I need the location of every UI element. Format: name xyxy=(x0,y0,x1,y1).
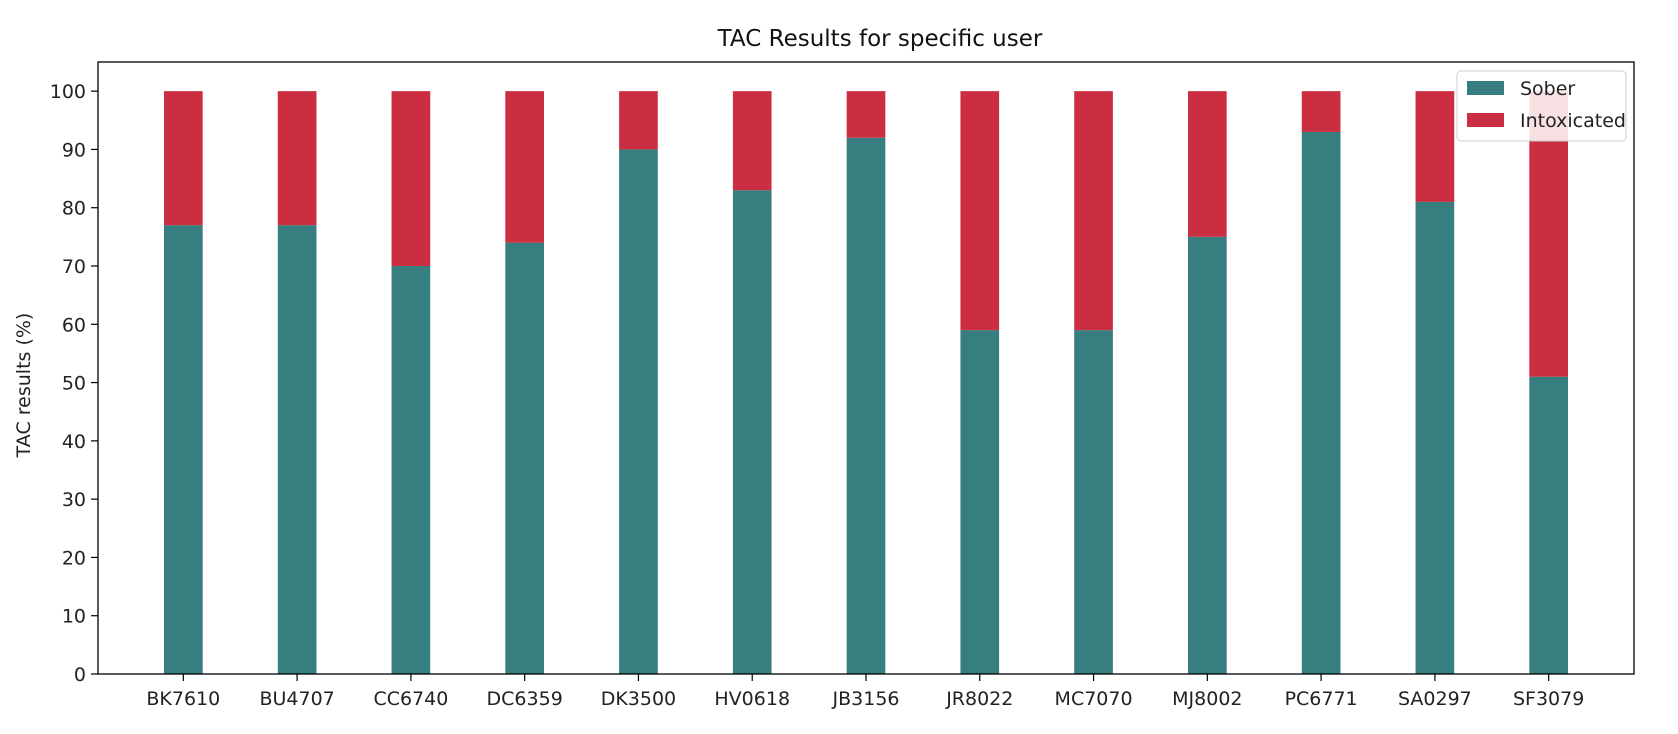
bar-intoxicated-dk3500 xyxy=(619,91,658,150)
y-tick-label: 10 xyxy=(62,606,86,628)
x-tick-label: DK3500 xyxy=(601,688,676,710)
x-tick-label: MJ8002 xyxy=(1172,688,1242,710)
y-tick-label: 0 xyxy=(74,664,86,686)
legend-swatch-sober xyxy=(1467,81,1504,95)
bar-sober-bu4707 xyxy=(277,225,317,674)
bar-intoxicated-cc6740 xyxy=(391,91,431,266)
legend-label-sober: Sober xyxy=(1520,78,1575,100)
y-tick-label: 80 xyxy=(62,198,86,220)
x-tick-label: BU4707 xyxy=(259,688,334,710)
bar-intoxicated-mj8002 xyxy=(1187,91,1227,237)
y-tick-label: 60 xyxy=(62,314,86,336)
bar-intoxicated-jr8022 xyxy=(960,91,1000,331)
bar-intoxicated-pc6771 xyxy=(1301,91,1341,132)
y-tick-label: 30 xyxy=(62,489,86,511)
x-tick-label: SF3079 xyxy=(1513,688,1584,710)
bar-sober-sf3079 xyxy=(1529,376,1568,674)
x-axis-ticks: BK7610 BU4707 CC6740 DC6359 DK3500 HV0618 JB31… xyxy=(146,674,1584,710)
bar-sober-mc7070 xyxy=(1074,330,1113,674)
x-tick-label: DC6359 xyxy=(487,688,563,710)
bar-sober-jb3156 xyxy=(846,137,886,674)
x-tick-label: MC7070 xyxy=(1055,688,1133,710)
bar-intoxicated-sa0297 xyxy=(1415,91,1455,202)
bar-intoxicated-bu4707 xyxy=(277,91,317,226)
bar-sober-jr8022 xyxy=(960,330,1000,674)
bars-layer xyxy=(163,91,1568,675)
y-axis-ticks: 0 10 20 30 40 50 60 70 80 90 100 xyxy=(50,81,98,686)
y-tick-label: 100 xyxy=(50,81,86,103)
bar-intoxicated-dc6359 xyxy=(505,91,544,243)
legend-swatch-intoxicated xyxy=(1467,113,1504,127)
x-tick-label: SA0297 xyxy=(1398,688,1472,710)
bar-intoxicated-hv0618 xyxy=(732,91,772,191)
x-tick-label: BK7610 xyxy=(146,688,220,710)
y-tick-label: 40 xyxy=(62,431,86,453)
plot-frame xyxy=(97,61,1635,675)
bar-sober-dk3500 xyxy=(619,149,658,674)
x-tick-label: JR8022 xyxy=(945,688,1013,710)
y-tick-label: 50 xyxy=(62,373,86,395)
x-tick-label: PC6771 xyxy=(1285,688,1358,710)
y-tick-label: 70 xyxy=(62,256,86,278)
x-tick-label: JB3156 xyxy=(832,688,900,710)
legend: Sober Intoxicated xyxy=(1456,70,1627,142)
legend-label-intoxicated: Intoxicated xyxy=(1520,110,1626,132)
chart-title: TAC Results for specific user xyxy=(717,26,1043,52)
y-tick-label: 20 xyxy=(62,547,86,569)
bar-sober-mj8002 xyxy=(1187,236,1227,675)
bar-sober-cc6740 xyxy=(391,266,431,674)
bar-sober-bk7610 xyxy=(163,225,203,674)
bar-sober-sa0297 xyxy=(1415,201,1455,674)
bar-intoxicated-bk7610 xyxy=(163,91,203,226)
x-tick-label: HV0618 xyxy=(714,688,790,710)
bar-intoxicated-mc7070 xyxy=(1074,91,1113,331)
x-tick-label: CC6740 xyxy=(373,688,448,710)
y-axis-label: TAC results (%) xyxy=(13,313,35,459)
bar-sober-pc6771 xyxy=(1301,131,1341,674)
bar-intoxicated-jb3156 xyxy=(846,91,886,138)
y-tick-label: 90 xyxy=(62,139,86,161)
bar-sober-dc6359 xyxy=(505,242,544,674)
bar-sober-hv0618 xyxy=(732,190,772,675)
